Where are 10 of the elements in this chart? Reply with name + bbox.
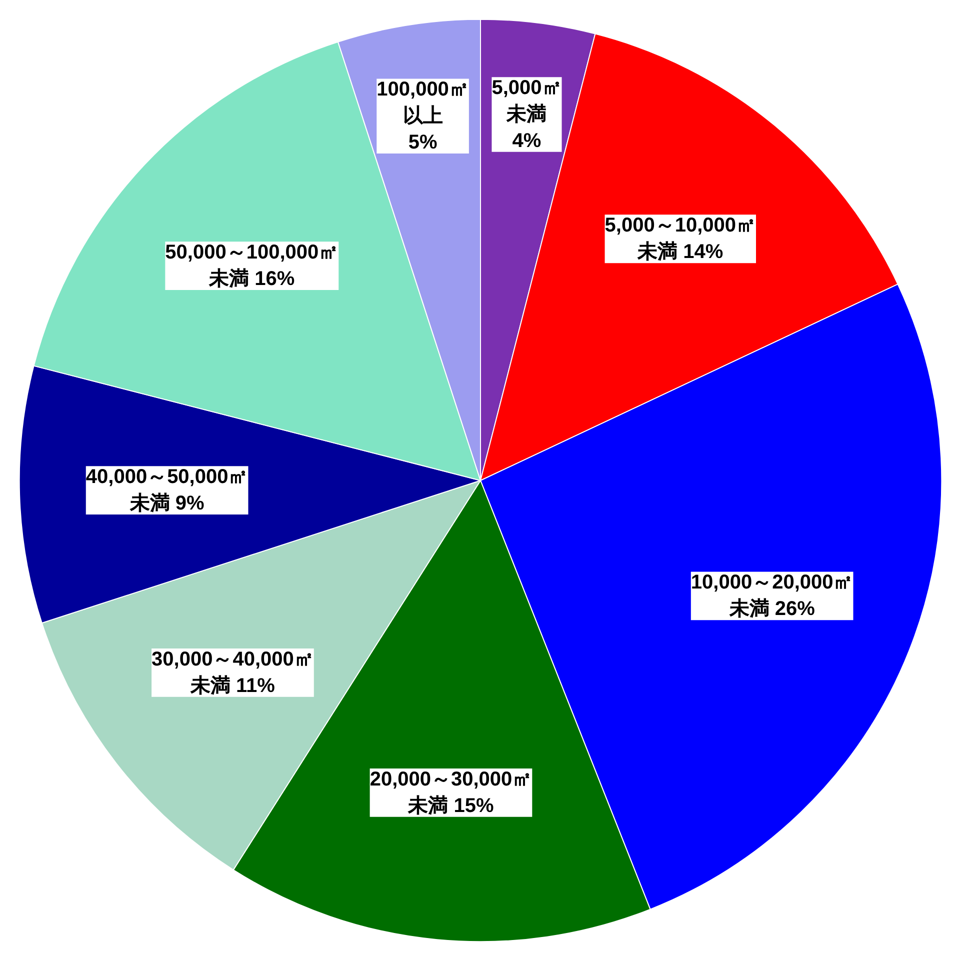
slice-label: 100,000㎡以上 [376,78,469,128]
slice-label: 30,000～40,000㎡未満 11% [152,648,314,697]
slice-label: 5,000㎡未満 [492,77,562,126]
slice-label: 10,000～20,000㎡未満 26% [690,572,854,620]
slice-label: 50,000～100,000㎡未満 16% [165,242,339,290]
data-label: 5% [408,132,438,154]
slice-label: 20,000～30,000㎡未満 15% [370,768,532,817]
slice-label: 40,000～50,000㎡未満 9% [86,466,248,515]
slice-label: 5,000～10,000㎡未満 14% [604,214,756,264]
data-label: 4% [512,130,542,152]
